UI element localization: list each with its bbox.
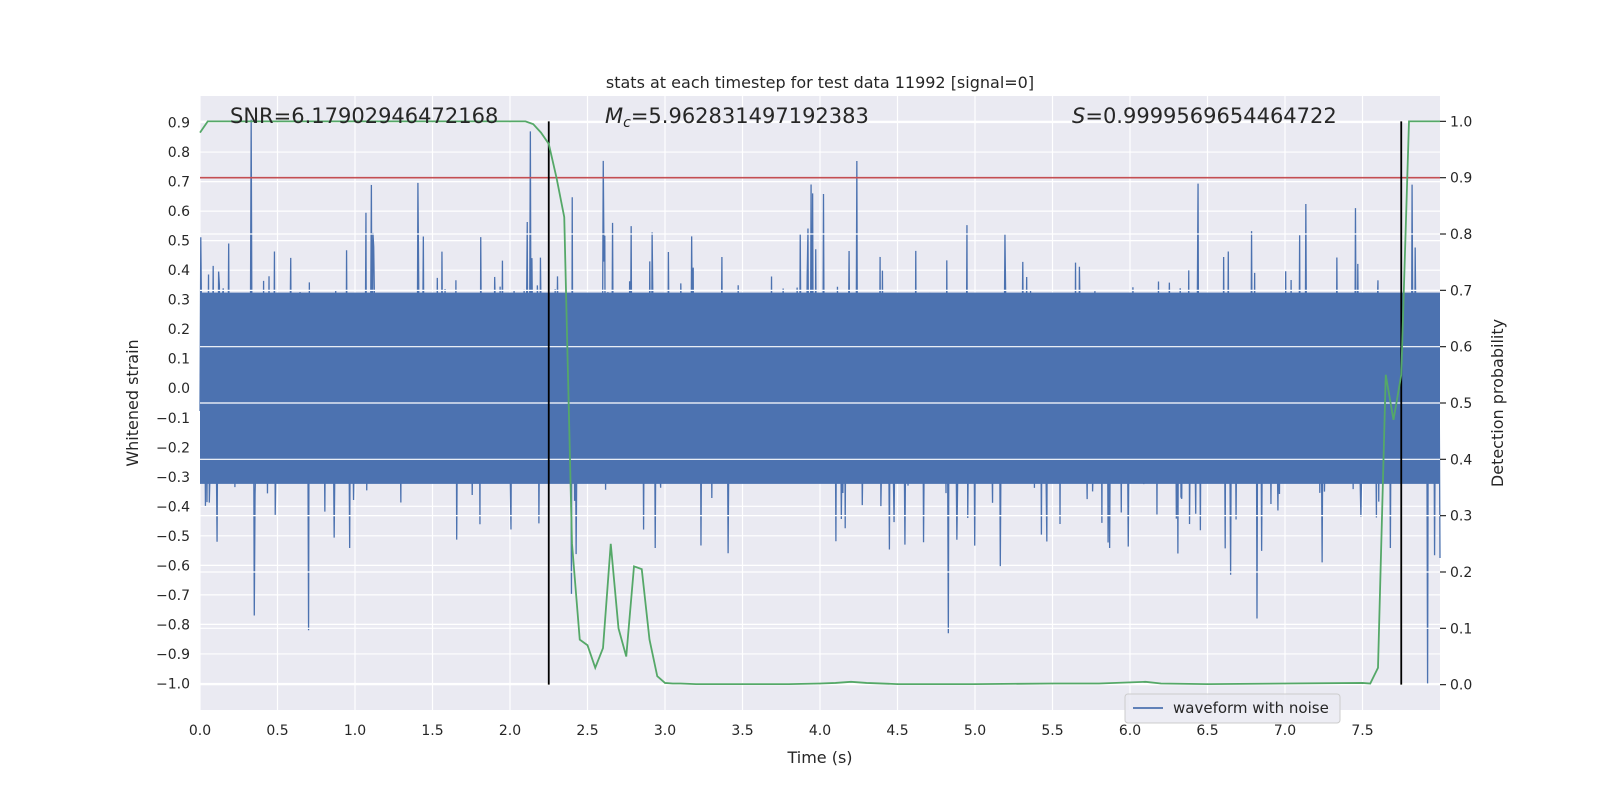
x-tick-label: 0.0 [189, 723, 211, 739]
x-axis-label: Time (s) [786, 748, 852, 767]
y-tick-label: −0.1 [156, 411, 190, 427]
y-tick-label: 0.5 [168, 234, 190, 250]
y2-tick-label: 0.7 [1450, 283, 1472, 299]
y-axis-label: Whitened strain [123, 339, 142, 466]
x-tick-label: 4.5 [886, 723, 908, 739]
y-tick-label: 0.0 [168, 381, 190, 397]
chirp-mass-annotation: Mc=5.962831497192383 [605, 104, 869, 131]
x-tick-label: 5.0 [964, 723, 986, 739]
y-tick-label: 0.2 [168, 322, 190, 338]
y2-tick-label: 0.6 [1450, 340, 1472, 356]
y-tick-label: 0.4 [168, 263, 190, 279]
y-axis-ticks: 0.9 0.8 0.7 0.6 0.5 0.4 0.3 0.2 0.1 0.0 −0.1 −0.2 −0… [156, 116, 190, 693]
y2-tick-label: 0.3 [1450, 509, 1472, 525]
y-tick-label: −0.6 [156, 558, 190, 574]
y-tick-label: −0.4 [156, 499, 190, 515]
y2-tick-label: 0.1 [1450, 621, 1472, 637]
x-tick-label: 6.0 [1119, 723, 1141, 739]
y-tick-label: −0.3 [156, 470, 190, 486]
y-tick-label: 0.9 [168, 116, 190, 132]
y2-tick-label: 0.9 [1450, 171, 1472, 187]
s-value: =0.9999569654464722 [1085, 104, 1336, 128]
chirp-mass-value: =5.962831497192383 [631, 104, 869, 128]
y-tick-label: 0.7 [168, 175, 190, 191]
chart-title: stats at each timestep for test data 119… [606, 73, 1034, 92]
y-tick-label: −0.2 [156, 440, 190, 456]
chirp-mass-subscript: c [623, 115, 631, 131]
x-tick-label: 6.5 [1196, 723, 1218, 739]
y2-tick-label: 0.5 [1450, 396, 1472, 412]
y2-tick-label: 0.0 [1450, 678, 1472, 694]
y-tick-label: 0.3 [168, 293, 190, 309]
x-tick-label: 0.5 [266, 723, 288, 739]
detection-probability-line [199, 120, 1440, 685]
legend-box [1124, 693, 1341, 724]
waveform-core-band [200, 292, 1440, 484]
x-tick-label: 1.0 [344, 723, 366, 739]
y2-tick-label: 0.4 [1450, 452, 1472, 468]
snr-annotation: SNR=6.17902946472168 [230, 104, 498, 128]
y-tick-label: −0.8 [156, 617, 190, 633]
y-tick-label: 0.6 [168, 204, 190, 220]
y-tick-label: 0.8 [168, 145, 190, 161]
vertical-marker-lines [547, 121, 1403, 685]
y-tick-label: −0.5 [156, 529, 190, 545]
chirp-mass-symbol: M [605, 104, 623, 128]
s-symbol: S [1072, 104, 1085, 128]
y-tick-label: 0.1 [168, 352, 190, 368]
y2-tick-label: 1.0 [1450, 114, 1472, 130]
x-tick-label: 2.0 [499, 723, 521, 739]
x-tick-label: 2.5 [576, 723, 598, 739]
x-axis-ticks: 0.0 0.5 1.0 1.5 2.0 2.5 3.0 3.5 4.0 4.5 5.0 5.5 6.0 6… [189, 723, 1374, 739]
x-tick-label: 7.0 [1274, 723, 1296, 739]
y-tick-label: −0.9 [156, 647, 190, 663]
x-tick-label: 1.5 [421, 723, 443, 739]
y2-axis-ticks: 1.0 0.9 0.8 0.7 0.6 0.5 0.4 0.3 0.2 0.1 0.0 [1440, 114, 1472, 694]
waveform-series [199, 119, 1441, 684]
legend-label: waveform with noise [1173, 699, 1329, 717]
y-tick-label: −0.7 [156, 588, 190, 604]
legend: waveform with noise [1124, 693, 1341, 724]
s-annotation: S=0.9999569654464722 [1072, 104, 1337, 128]
y2-tick-label: 0.8 [1450, 227, 1472, 243]
y2-axis-label: Detection probability [1488, 319, 1507, 487]
x-tick-label: 3.5 [731, 723, 753, 739]
x-tick-label: 7.5 [1351, 723, 1373, 739]
x-tick-label: 4.0 [809, 723, 831, 739]
x-tick-label: 3.0 [654, 723, 676, 739]
y2-tick-label: 0.2 [1450, 565, 1472, 581]
y-tick-label: −1.0 [156, 676, 190, 692]
x-tick-label: 5.5 [1041, 723, 1063, 739]
